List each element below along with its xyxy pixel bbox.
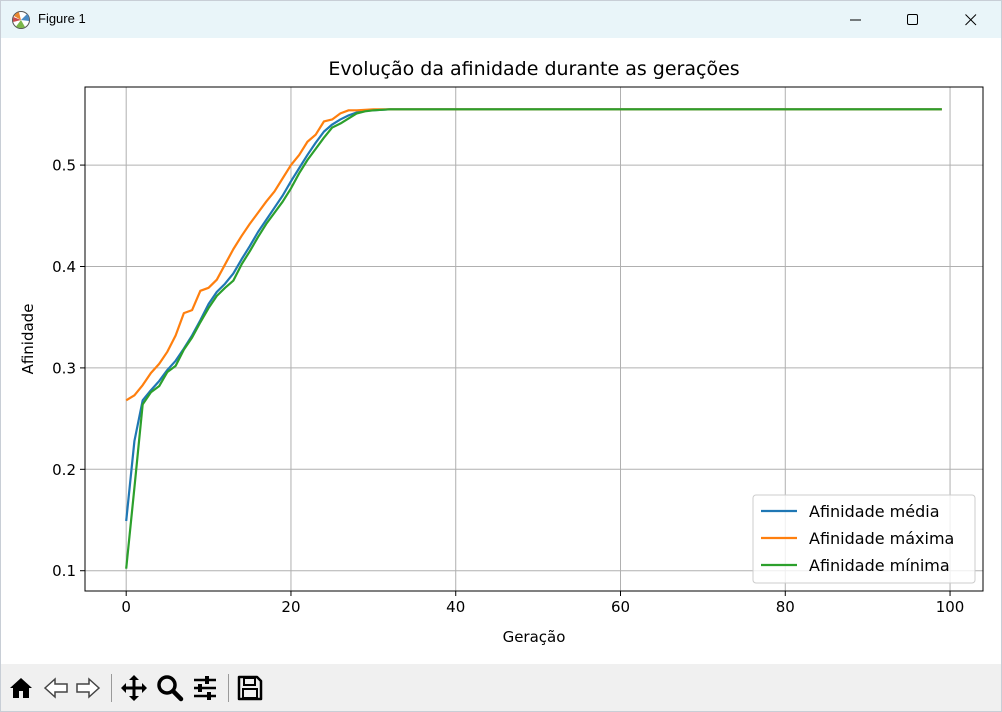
configure-subplots-icon [194,676,216,700]
ticks: 0 20 40 60 80 100 0.1 0.2 0.3 0.4 0.5 [52,157,964,616]
maximize-button[interactable] [884,1,942,38]
back-button[interactable] [41,673,71,703]
home-button[interactable] [6,673,36,703]
save-icon [237,675,263,701]
minimize-button[interactable] [827,1,885,38]
line-chart[interactable]: 0 20 40 60 80 100 0.1 0.2 0.3 0.4 0.5 Evolução da … [1,38,1001,664]
zoom-button[interactable] [155,673,185,703]
y-tick-label: 0.4 [52,258,76,276]
toolbar-separator [228,674,229,702]
home-icon [10,678,32,698]
legend-label: Afinidade mínima [809,556,950,575]
y-tick-label: 0.3 [52,359,76,377]
y-axis-label: Afinidade [19,304,37,375]
pan-button[interactable] [119,673,149,703]
matplotlib-logo-icon [12,11,30,29]
close-button[interactable] [942,1,1000,38]
legend-label: Afinidade média [809,502,940,521]
y-tick-label: 0.5 [52,157,76,175]
minimize-icon [850,19,861,20]
axes-frame [84,86,984,592]
forward-button[interactable] [73,673,103,703]
x-tick-label: 40 [446,598,465,616]
legend: Afinidade média Afinidade máxima Afinidade… [752,494,976,584]
x-tick-label: 20 [281,598,300,616]
x-tick-label: 0 [121,598,131,616]
y-tick-label: 0.1 [52,562,76,580]
x-axis-label: Geração [503,628,566,646]
configure-subplots-button[interactable] [190,673,220,703]
x-tick-label: 80 [776,598,795,616]
toolbar-separator [111,674,112,702]
forward-icon [76,677,101,699]
legend-box [752,494,976,584]
close-icon [965,13,977,25]
x-tick-label: 100 [936,598,965,616]
series-line-2 [125,108,942,569]
series-lines [125,108,942,569]
plot-area: 0 20 40 60 80 100 0.1 0.2 0.3 0.4 0.5 Evolução da … [1,38,1001,664]
title-bar[interactable]: Figure 1 [1,1,1001,38]
save-button[interactable] [235,673,265,703]
navigation-toolbar [1,664,1001,711]
legend-label: Afinidade máxima [809,529,954,548]
x-tick-label: 60 [611,598,630,616]
y-tick-label: 0.2 [52,461,76,479]
maximize-icon [907,13,918,25]
zoom-icon [157,675,184,702]
window-title: Figure 1 [38,11,86,26]
chart-title: Evolução da afinidade durante as geraçõe… [328,58,739,80]
series-line-0 [125,108,942,522]
pan-icon [121,675,147,701]
back-icon [43,677,68,699]
